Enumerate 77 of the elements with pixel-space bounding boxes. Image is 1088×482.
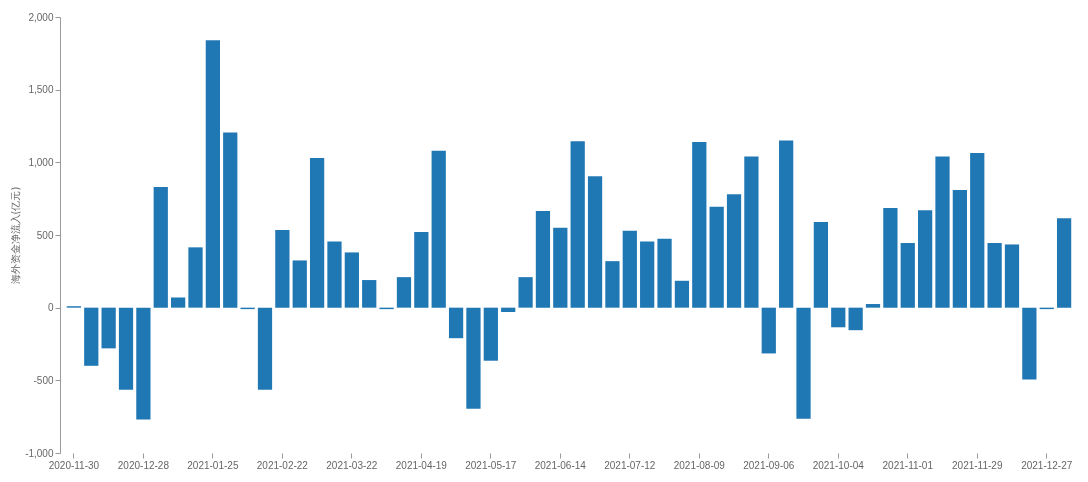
bar xyxy=(952,189,967,308)
bar xyxy=(761,307,776,354)
bar xyxy=(622,230,637,308)
bar xyxy=(674,280,690,308)
bar xyxy=(518,277,533,308)
bar xyxy=(900,242,915,308)
bar xyxy=(362,280,377,308)
bar xyxy=(1056,218,1072,308)
bar xyxy=(796,307,811,419)
bar xyxy=(153,187,168,308)
bar xyxy=(327,241,342,308)
bar xyxy=(935,156,950,308)
x-tick-label: 2021-08-09 xyxy=(673,459,726,471)
bar xyxy=(605,261,620,308)
x-tick-label: 2021-06-14 xyxy=(534,459,587,471)
bar xyxy=(726,194,742,308)
x-tick-label: 2021-02-22 xyxy=(256,459,309,471)
x-tick-label: 2021-09-06 xyxy=(743,459,795,471)
bar xyxy=(865,304,881,308)
bar xyxy=(692,141,707,308)
y-tick-label: 500 xyxy=(36,229,54,241)
y-tick-label: 2,000 xyxy=(28,11,54,23)
bar xyxy=(813,221,829,308)
bar xyxy=(483,307,498,361)
x-tick-label: 2020-12-28 xyxy=(117,459,170,471)
bar xyxy=(118,307,134,390)
bar xyxy=(309,157,325,308)
x-tick-label: 2021-07-12 xyxy=(604,459,656,471)
bar xyxy=(101,307,116,349)
bar xyxy=(466,307,481,409)
x-tick-label: 2021-11-29 xyxy=(952,459,1003,471)
bar xyxy=(570,141,585,308)
bar xyxy=(414,232,429,308)
bar xyxy=(344,252,359,308)
y-tick-label: 1,000 xyxy=(28,156,54,168)
bar xyxy=(171,297,186,308)
x-tick-label: 2021-03-22 xyxy=(326,459,378,471)
bar xyxy=(987,242,1002,308)
bar xyxy=(292,260,307,308)
x-tick-label: 2021-12-27 xyxy=(1021,459,1073,471)
bar xyxy=(587,176,603,308)
x-tick-label: 2021-04-19 xyxy=(395,459,448,471)
bar xyxy=(883,208,898,308)
bar xyxy=(396,277,412,308)
bar xyxy=(1004,244,1020,308)
bar xyxy=(84,307,99,366)
y-tick-label: -500 xyxy=(33,374,54,386)
bar xyxy=(744,156,759,308)
bar xyxy=(205,40,220,308)
y-tick-label: 0 xyxy=(47,302,54,314)
bar xyxy=(448,307,464,339)
bar xyxy=(188,247,203,308)
y-tick-label: 1,500 xyxy=(28,84,54,96)
bar xyxy=(831,307,846,328)
bar xyxy=(553,227,568,308)
bar xyxy=(431,150,446,308)
bar xyxy=(223,132,238,308)
x-tick-label: 2021-10-04 xyxy=(812,459,865,471)
y-tick-label: -1,000 xyxy=(25,447,54,459)
bar xyxy=(848,307,863,331)
bar xyxy=(709,206,724,308)
bar xyxy=(501,307,516,313)
x-tick-label: 2021-11-01 xyxy=(882,459,934,471)
x-tick-label: 2020-11-30 xyxy=(48,459,100,471)
bar xyxy=(136,307,151,420)
bar xyxy=(1022,307,1037,380)
bar xyxy=(970,152,985,308)
bar xyxy=(918,210,933,308)
bar xyxy=(640,241,655,308)
y-axis-title: 海外资金净流入(亿元) xyxy=(10,186,22,285)
bar xyxy=(779,140,794,308)
bar xyxy=(657,238,672,308)
x-tick-label: 2021-05-17 xyxy=(465,459,517,471)
x-tick-label: 2021-01-25 xyxy=(187,459,239,471)
bar xyxy=(275,229,290,308)
bar xyxy=(535,211,551,308)
bar xyxy=(257,307,273,390)
